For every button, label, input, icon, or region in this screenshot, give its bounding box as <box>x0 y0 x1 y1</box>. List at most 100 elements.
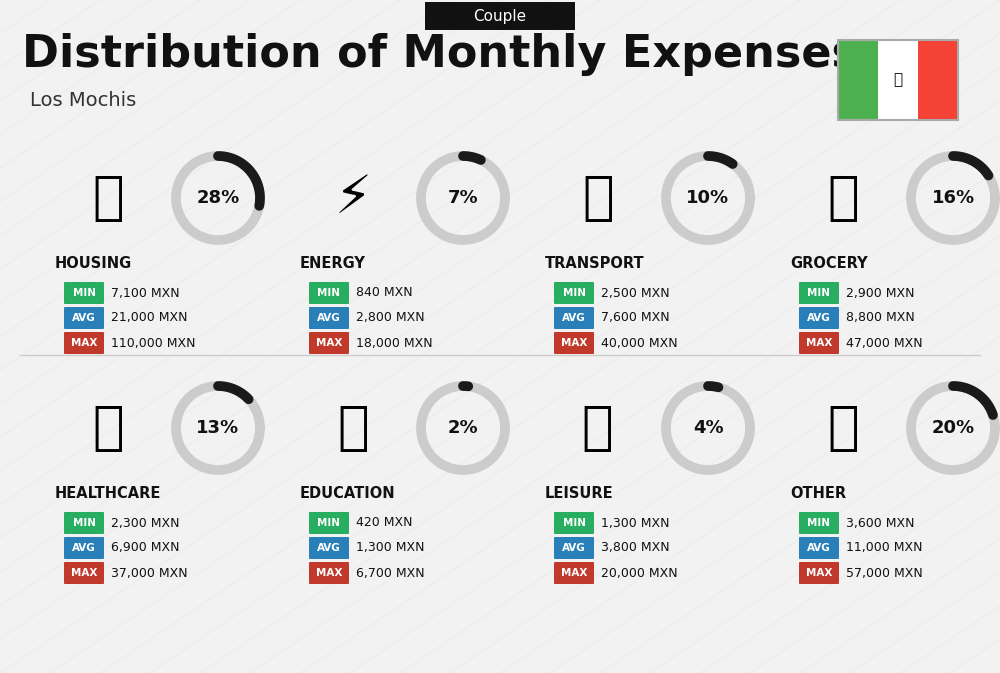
Text: 7,600 MXN: 7,600 MXN <box>601 312 670 324</box>
Text: 420 MXN: 420 MXN <box>356 516 413 530</box>
Text: 🛍️: 🛍️ <box>582 402 614 454</box>
Text: 28%: 28% <box>196 189 240 207</box>
FancyBboxPatch shape <box>799 307 839 329</box>
Text: AVG: AVG <box>807 313 831 323</box>
Text: 21,000 MXN: 21,000 MXN <box>111 312 188 324</box>
FancyBboxPatch shape <box>799 332 839 354</box>
Text: AVG: AVG <box>562 313 586 323</box>
FancyBboxPatch shape <box>554 332 594 354</box>
Text: 6,700 MXN: 6,700 MXN <box>356 567 425 579</box>
FancyBboxPatch shape <box>799 512 839 534</box>
FancyBboxPatch shape <box>309 562 349 584</box>
Text: 3,800 MXN: 3,800 MXN <box>601 542 670 555</box>
Text: OTHER: OTHER <box>790 485 846 501</box>
FancyBboxPatch shape <box>799 537 839 559</box>
Text: 1,300 MXN: 1,300 MXN <box>601 516 670 530</box>
Text: 47,000 MXN: 47,000 MXN <box>846 336 923 349</box>
FancyBboxPatch shape <box>64 537 104 559</box>
Text: MAX: MAX <box>316 568 342 578</box>
FancyBboxPatch shape <box>309 332 349 354</box>
Text: 57,000 MXN: 57,000 MXN <box>846 567 923 579</box>
FancyBboxPatch shape <box>64 282 104 304</box>
Text: 🏢: 🏢 <box>92 172 124 224</box>
FancyBboxPatch shape <box>64 307 104 329</box>
Text: Los Mochis: Los Mochis <box>30 90 136 110</box>
FancyBboxPatch shape <box>918 40 958 120</box>
FancyBboxPatch shape <box>554 307 594 329</box>
FancyBboxPatch shape <box>554 562 594 584</box>
Text: LEISURE: LEISURE <box>545 485 614 501</box>
Text: MIN: MIN <box>318 288 340 298</box>
Text: 🚌: 🚌 <box>582 172 614 224</box>
Text: AVG: AVG <box>317 543 341 553</box>
Text: AVG: AVG <box>807 543 831 553</box>
Text: 🎓: 🎓 <box>337 402 369 454</box>
Text: MIN: MIN <box>808 288 830 298</box>
Text: 110,000 MXN: 110,000 MXN <box>111 336 196 349</box>
Text: AVG: AVG <box>72 543 96 553</box>
Text: 40,000 MXN: 40,000 MXN <box>601 336 678 349</box>
FancyBboxPatch shape <box>64 512 104 534</box>
Text: 6,900 MXN: 6,900 MXN <box>111 542 180 555</box>
Text: MAX: MAX <box>806 338 832 348</box>
FancyBboxPatch shape <box>309 282 349 304</box>
Text: MAX: MAX <box>561 568 587 578</box>
Text: 2,500 MXN: 2,500 MXN <box>601 287 670 299</box>
Text: HEALTHCARE: HEALTHCARE <box>55 485 161 501</box>
Text: 11,000 MXN: 11,000 MXN <box>846 542 922 555</box>
FancyBboxPatch shape <box>309 537 349 559</box>
FancyBboxPatch shape <box>425 2 575 30</box>
FancyBboxPatch shape <box>799 562 839 584</box>
Text: 18,000 MXN: 18,000 MXN <box>356 336 433 349</box>
Text: MIN: MIN <box>808 518 830 528</box>
Text: AVG: AVG <box>562 543 586 553</box>
Text: 🛒: 🛒 <box>827 172 859 224</box>
Text: MAX: MAX <box>71 338 97 348</box>
Text: MAX: MAX <box>316 338 342 348</box>
Text: 2%: 2% <box>448 419 478 437</box>
FancyBboxPatch shape <box>309 307 349 329</box>
Text: GROCERY: GROCERY <box>790 256 868 271</box>
Text: TRANSPORT: TRANSPORT <box>545 256 645 271</box>
Text: 👜: 👜 <box>827 402 859 454</box>
Text: MAX: MAX <box>561 338 587 348</box>
Text: MAX: MAX <box>806 568 832 578</box>
FancyBboxPatch shape <box>554 512 594 534</box>
Text: MIN: MIN <box>562 518 586 528</box>
FancyBboxPatch shape <box>878 40 918 120</box>
Text: Distribution of Monthly Expenses: Distribution of Monthly Expenses <box>22 34 858 77</box>
FancyBboxPatch shape <box>838 40 878 120</box>
FancyBboxPatch shape <box>554 537 594 559</box>
Text: 2,800 MXN: 2,800 MXN <box>356 312 425 324</box>
Text: MIN: MIN <box>562 288 586 298</box>
Text: 2,900 MXN: 2,900 MXN <box>846 287 914 299</box>
Text: 8,800 MXN: 8,800 MXN <box>846 312 915 324</box>
Text: MIN: MIN <box>318 518 340 528</box>
FancyBboxPatch shape <box>64 332 104 354</box>
Text: AVG: AVG <box>72 313 96 323</box>
Text: Couple: Couple <box>473 9 527 24</box>
FancyBboxPatch shape <box>799 282 839 304</box>
Text: 7%: 7% <box>448 189 478 207</box>
Text: 🦅: 🦅 <box>893 73 903 87</box>
Text: 20%: 20% <box>931 419 975 437</box>
Text: 7,100 MXN: 7,100 MXN <box>111 287 180 299</box>
Text: 16%: 16% <box>931 189 975 207</box>
Text: 1,300 MXN: 1,300 MXN <box>356 542 424 555</box>
Text: 20,000 MXN: 20,000 MXN <box>601 567 678 579</box>
FancyBboxPatch shape <box>309 512 349 534</box>
Text: AVG: AVG <box>317 313 341 323</box>
Text: MIN: MIN <box>72 288 96 298</box>
Text: 💗: 💗 <box>92 402 124 454</box>
Text: HOUSING: HOUSING <box>55 256 132 271</box>
Text: ENERGY: ENERGY <box>300 256 366 271</box>
Text: 13%: 13% <box>196 419 240 437</box>
Text: 840 MXN: 840 MXN <box>356 287 413 299</box>
Text: 37,000 MXN: 37,000 MXN <box>111 567 188 579</box>
FancyBboxPatch shape <box>554 282 594 304</box>
Text: MAX: MAX <box>71 568 97 578</box>
FancyBboxPatch shape <box>64 562 104 584</box>
Text: 3,600 MXN: 3,600 MXN <box>846 516 914 530</box>
Text: ⚡: ⚡ <box>334 172 372 224</box>
Text: 2,300 MXN: 2,300 MXN <box>111 516 180 530</box>
